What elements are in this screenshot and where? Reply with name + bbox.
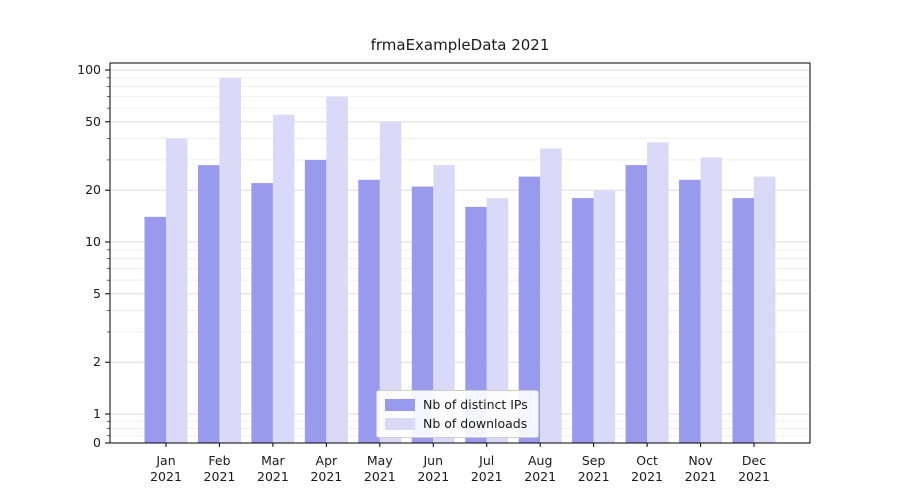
x-tick-label-month: May [367, 453, 393, 468]
y-tick-label: 5 [93, 286, 101, 301]
bar-distinct-ips-nov [679, 179, 701, 443]
x-tick-label-year: 2021 [685, 469, 717, 484]
x-tick-label-month: Aug [528, 453, 552, 468]
bar-distinct-ips-jul [465, 206, 487, 443]
y-tick-label: 1 [93, 406, 101, 421]
x-tick-label-month: Jan [155, 453, 175, 468]
x-tick-label-month: Mar [261, 453, 285, 468]
y-tick-label: 10 [85, 234, 101, 249]
bar-downloads-may [379, 121, 402, 443]
bar-distinct-ips-sep [572, 198, 594, 443]
y-tick-label: 50 [85, 114, 101, 129]
x-tick-label-month: Dec [742, 453, 766, 468]
y-tick-label: 2 [93, 354, 101, 369]
bar-downloads-apr [326, 96, 348, 444]
bar-distinct-ips-apr [304, 159, 327, 443]
bar-distinct-ips-feb [197, 165, 220, 444]
x-tick-label-year: 2021 [257, 469, 289, 484]
bar-downloads-oct [647, 142, 669, 443]
legend-swatch-distinct-ips [385, 398, 415, 411]
x-tick-label-year: 2021 [204, 469, 236, 484]
y-tick-label: 20 [85, 182, 101, 197]
x-tick-label-month: Sep [582, 453, 606, 468]
x-tick-label-year: 2021 [471, 469, 503, 484]
x-tick-label-year: 2021 [150, 469, 182, 484]
x-tick-label-year: 2021 [578, 469, 610, 484]
x-tick-label-month: Jun [423, 453, 444, 468]
y-tick-label: 100 [77, 62, 101, 77]
legend-swatch-downloads [385, 417, 415, 430]
x-tick-label-month: Apr [316, 453, 338, 468]
x-tick-label-year: 2021 [310, 469, 342, 484]
x-tick-label-month: Nov [688, 453, 713, 468]
bar-downloads-sep [593, 190, 616, 443]
y-tick-label: 0 [93, 435, 101, 450]
bar-downloads-aug [540, 148, 562, 444]
bar-distinct-ips-jun [411, 186, 434, 443]
plot-frame [109, 62, 811, 444]
x-tick-label-month: Oct [636, 453, 658, 468]
legend-label-distinct-ips: Nb of distinct IPs [423, 397, 528, 412]
x-tick-label-year: 2021 [524, 469, 556, 484]
bar-downloads-jul [486, 198, 509, 443]
bar-distinct-ips-oct [625, 165, 648, 444]
legend-label-downloads: Nb of downloads [423, 416, 528, 431]
bar-distinct-ips-may [358, 179, 380, 443]
bar-downloads-mar [272, 114, 295, 443]
x-tick-label-year: 2021 [364, 469, 396, 484]
chart-title: frmaExampleData 2021 [370, 36, 550, 54]
legend-item-downloads: Nb of downloads [385, 416, 528, 431]
bar-downloads-feb [219, 77, 241, 443]
legend: Nb of distinct IPs Nb of downloads [376, 390, 539, 438]
bar-distinct-ips-aug [518, 176, 541, 443]
x-tick-label-year: 2021 [631, 469, 663, 484]
x-tick-label-month: Jul [478, 453, 494, 468]
bar-distinct-ips-mar [251, 183, 273, 443]
legend-item-distinct-ips: Nb of distinct IPs [385, 397, 528, 412]
bar-downloads-jun [433, 165, 455, 444]
x-tick-label-year: 2021 [738, 469, 770, 484]
bar-downloads-jan [166, 138, 188, 443]
x-tick-label-year: 2021 [417, 469, 449, 484]
x-tick-label-month: Feb [208, 453, 230, 468]
bar-downloads-dec [754, 176, 776, 443]
bar-distinct-ips-jan [144, 216, 166, 443]
bar-distinct-ips-dec [732, 198, 754, 443]
bar-downloads-nov [700, 157, 723, 444]
